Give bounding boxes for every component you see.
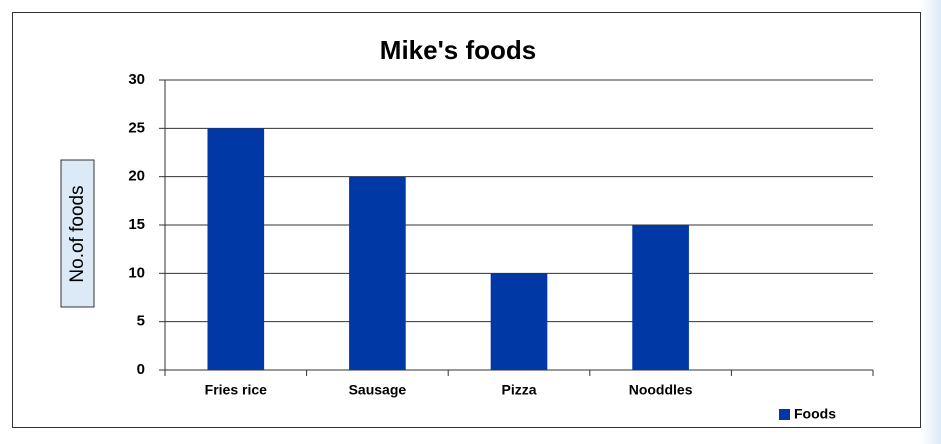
bar — [632, 225, 689, 370]
x-tick-label: Sausage — [349, 382, 407, 398]
y-tick-label: 25 — [128, 119, 145, 136]
legend-label: Foods — [794, 406, 836, 422]
edge-shade — [921, 0, 941, 444]
legend-swatch — [779, 409, 790, 420]
y-tick-label: 30 — [128, 71, 145, 88]
x-tick-label: Fries rice — [205, 382, 267, 398]
chart-title: Mike's foods — [380, 35, 536, 65]
y-tick-label: 5 — [137, 313, 145, 330]
bar — [490, 273, 548, 370]
y-label-box — [60, 159, 95, 308]
y-tick-label: 10 — [128, 264, 145, 281]
bar — [349, 176, 406, 370]
x-tick-label: Nooddles — [629, 382, 693, 398]
y-tick-label: 20 — [128, 168, 145, 185]
x-tick-label: Pizza — [501, 382, 536, 398]
y-tick-label: 0 — [137, 361, 145, 378]
y-tick-label: 15 — [128, 216, 145, 233]
y-axis-label: No.of foods — [67, 185, 88, 282]
bar — [207, 128, 265, 370]
chart-frame — [12, 12, 921, 428]
